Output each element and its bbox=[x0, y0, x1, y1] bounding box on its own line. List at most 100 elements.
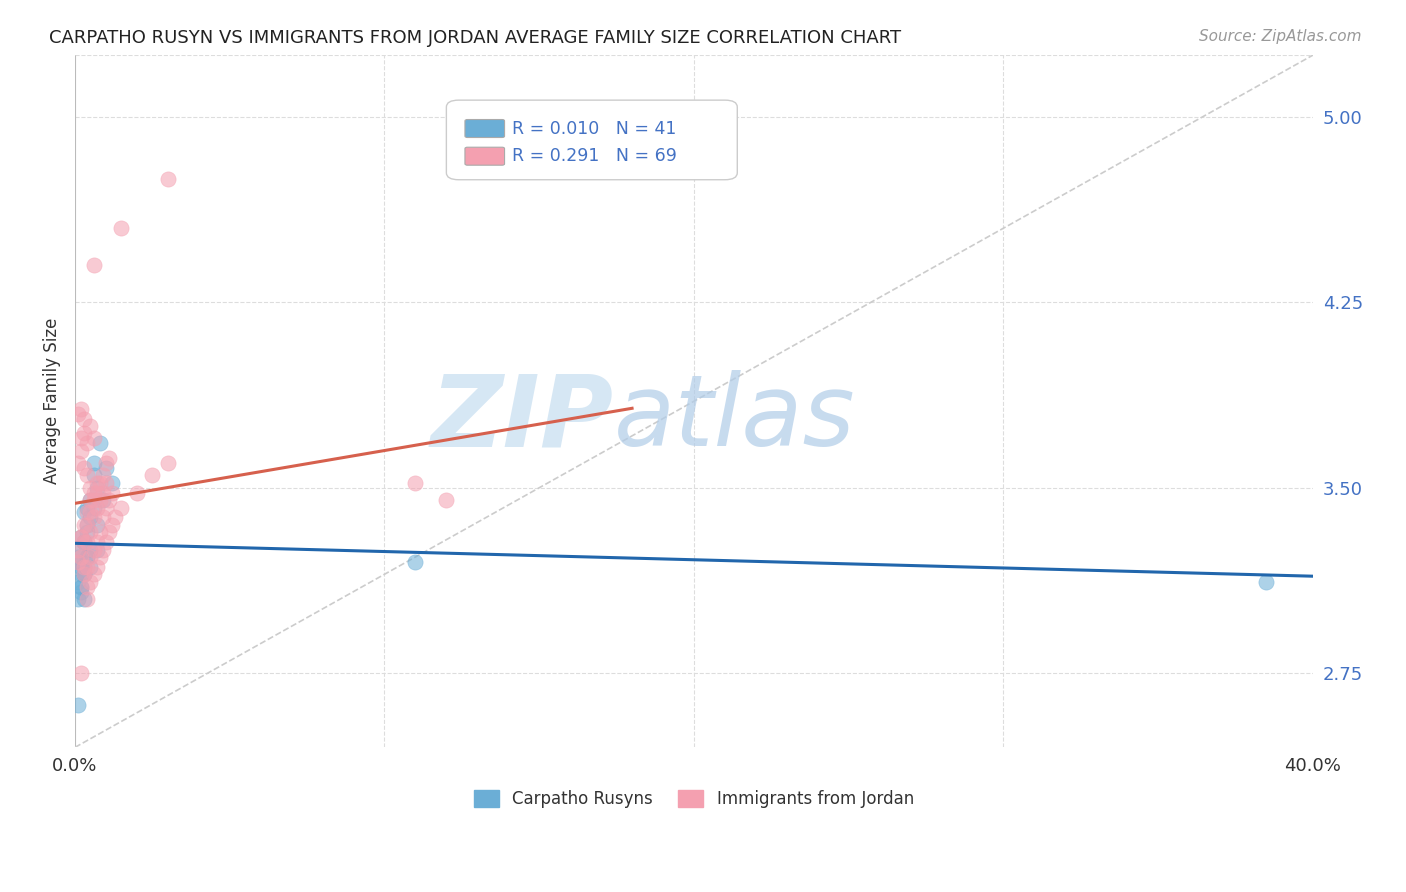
Point bbox=[86, 517, 108, 532]
Point bbox=[86, 475, 108, 490]
Point bbox=[101, 485, 124, 500]
Point bbox=[73, 567, 96, 582]
Point bbox=[70, 567, 93, 582]
Point bbox=[89, 493, 111, 508]
Point bbox=[91, 485, 114, 500]
Point bbox=[404, 475, 426, 490]
Point bbox=[70, 666, 93, 681]
Point bbox=[76, 506, 98, 520]
Point bbox=[76, 580, 98, 594]
Point bbox=[73, 426, 96, 441]
Point bbox=[67, 555, 90, 569]
Point bbox=[83, 500, 105, 515]
Point bbox=[83, 431, 105, 445]
Point bbox=[79, 560, 101, 574]
Point bbox=[67, 698, 90, 713]
Text: atlas: atlas bbox=[613, 370, 855, 467]
Text: R = 0.010   N = 41: R = 0.010 N = 41 bbox=[512, 120, 676, 137]
Point bbox=[70, 580, 93, 594]
Point bbox=[67, 542, 90, 557]
Point bbox=[79, 525, 101, 540]
Point bbox=[83, 468, 105, 483]
Y-axis label: Average Family Size: Average Family Size bbox=[44, 318, 60, 484]
Point bbox=[98, 525, 121, 540]
Point bbox=[94, 461, 117, 475]
Point bbox=[73, 535, 96, 549]
Point bbox=[67, 542, 90, 557]
Point bbox=[83, 542, 105, 557]
Point bbox=[110, 500, 132, 515]
Point bbox=[76, 592, 98, 607]
Point bbox=[86, 500, 108, 515]
Point bbox=[83, 567, 105, 582]
Point bbox=[70, 549, 93, 564]
Point bbox=[70, 530, 93, 544]
Text: Source: ZipAtlas.com: Source: ZipAtlas.com bbox=[1198, 29, 1361, 44]
Point bbox=[79, 549, 101, 564]
Point bbox=[79, 481, 101, 495]
FancyBboxPatch shape bbox=[465, 120, 505, 137]
Point bbox=[76, 535, 98, 549]
Point bbox=[98, 493, 121, 508]
Point bbox=[1256, 574, 1278, 589]
Point bbox=[86, 535, 108, 549]
Point bbox=[70, 580, 93, 594]
Point bbox=[91, 542, 114, 557]
Point bbox=[104, 510, 127, 524]
Point bbox=[73, 535, 96, 549]
Point bbox=[83, 456, 105, 470]
Point bbox=[73, 560, 96, 574]
Point bbox=[73, 506, 96, 520]
Point bbox=[434, 493, 457, 508]
FancyBboxPatch shape bbox=[446, 100, 737, 179]
Point bbox=[70, 584, 93, 599]
Point bbox=[79, 506, 101, 520]
Point bbox=[76, 525, 98, 540]
Point bbox=[67, 456, 90, 470]
Point bbox=[67, 407, 90, 421]
Point bbox=[73, 592, 96, 607]
Point bbox=[79, 493, 101, 508]
Point bbox=[404, 555, 426, 569]
Point bbox=[70, 401, 93, 416]
Point bbox=[73, 535, 96, 549]
Point bbox=[86, 542, 108, 557]
Point bbox=[79, 493, 101, 508]
Legend: Carpatho Rusyns, Immigrants from Jordan: Carpatho Rusyns, Immigrants from Jordan bbox=[467, 784, 921, 815]
Point bbox=[94, 500, 117, 515]
Point bbox=[101, 475, 124, 490]
Point bbox=[76, 517, 98, 532]
Point bbox=[79, 510, 101, 524]
Point bbox=[73, 411, 96, 425]
Point bbox=[89, 436, 111, 450]
Point bbox=[70, 530, 93, 544]
Point bbox=[83, 493, 105, 508]
FancyBboxPatch shape bbox=[465, 147, 505, 165]
Point bbox=[73, 567, 96, 582]
Point bbox=[83, 485, 105, 500]
Point bbox=[73, 461, 96, 475]
Point bbox=[91, 493, 114, 508]
Point bbox=[67, 592, 90, 607]
Point bbox=[86, 485, 108, 500]
Point bbox=[70, 443, 93, 458]
Point bbox=[83, 510, 105, 524]
Point bbox=[83, 258, 105, 272]
Point bbox=[89, 525, 111, 540]
Point bbox=[94, 475, 117, 490]
Point bbox=[91, 468, 114, 483]
Point bbox=[70, 431, 93, 445]
Point bbox=[94, 535, 117, 549]
Point bbox=[76, 500, 98, 515]
Text: ZIP: ZIP bbox=[430, 370, 613, 467]
Point bbox=[86, 481, 108, 495]
Point bbox=[67, 574, 90, 589]
Point bbox=[156, 171, 179, 186]
Point bbox=[67, 549, 90, 564]
Point bbox=[141, 468, 163, 483]
Point bbox=[70, 560, 93, 574]
Point bbox=[70, 530, 93, 544]
Point bbox=[86, 560, 108, 574]
Point bbox=[156, 456, 179, 470]
Point bbox=[76, 517, 98, 532]
